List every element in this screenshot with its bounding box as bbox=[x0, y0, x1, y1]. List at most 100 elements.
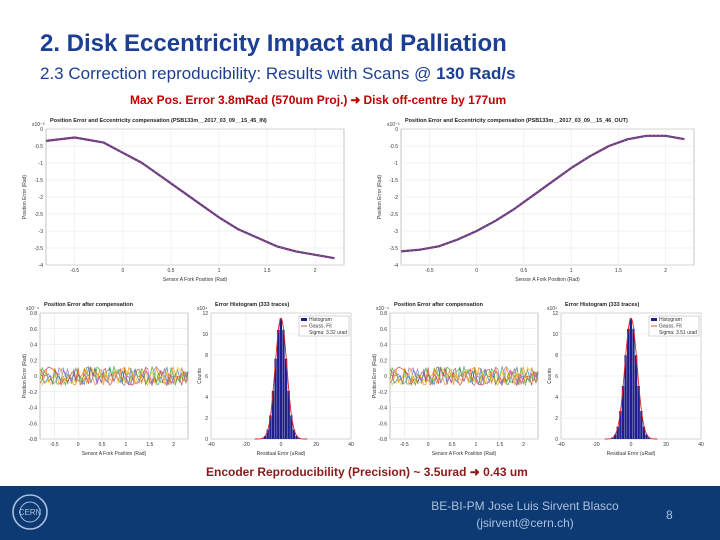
y-tick-label: 10 bbox=[552, 332, 558, 338]
y-tick-label: -2.5 bbox=[34, 212, 43, 218]
max-error-text: Max Pos. Error 3.8mRad (570um Proj.) bbox=[130, 93, 348, 107]
y-tick-label: -2.5 bbox=[389, 212, 398, 218]
x-tick-label: 1.5 bbox=[615, 268, 622, 274]
arrow-right-icon: ➜ bbox=[350, 93, 361, 107]
legend-swatch-histogram bbox=[301, 318, 307, 321]
y-tick-label: -2 bbox=[39, 195, 44, 201]
y-axis-label: Counts bbox=[547, 368, 553, 384]
histogram-bar bbox=[292, 429, 296, 439]
histogram-bar bbox=[284, 358, 288, 439]
histogram-bar bbox=[632, 328, 635, 439]
histogram-bar bbox=[279, 318, 283, 439]
y-tick-label: 12 bbox=[202, 311, 208, 317]
y-axis-label: Position Error (Rad) bbox=[22, 354, 28, 399]
chart-title: Error Histogram (333 traces) bbox=[565, 302, 639, 308]
x-tick-label: 1 bbox=[475, 442, 478, 448]
x-tick-label: -40 bbox=[557, 442, 564, 448]
chart-eccentricity-out: Position Error and Eccentricity compensa… bbox=[375, 113, 700, 283]
legend-histogram: Histogram bbox=[659, 317, 682, 323]
scale-label: x10⁻⁴ bbox=[26, 306, 39, 312]
y-tick-label: -0.5 bbox=[389, 144, 398, 150]
histogram-bar bbox=[613, 434, 617, 439]
slide-title: 2. Disk Eccentricity Impact and Palliati… bbox=[40, 30, 507, 57]
chart-residual-in-svg: Position Error after compensationx10⁻⁴0.… bbox=[22, 302, 189, 457]
y-axis-label: Position Error (Rad) bbox=[372, 354, 378, 399]
legend-fit: Gauss. Fit bbox=[309, 324, 332, 330]
legend-sigma: Sigma: 3.51 urad bbox=[659, 330, 697, 336]
gauss-fit-line bbox=[604, 317, 658, 440]
svg-text:CERN: CERN bbox=[19, 508, 42, 517]
histogram-bar bbox=[637, 385, 640, 439]
y-tick-label: 2 bbox=[205, 416, 208, 422]
x-axis-label: Residual Error (uRad) bbox=[607, 451, 656, 457]
x-axis-label: Sensor A Fork Position (Rad) bbox=[82, 451, 147, 457]
x-tick-label: 2 bbox=[314, 268, 317, 274]
scale-label: x10⁴ bbox=[547, 306, 557, 312]
chart-histogram-in: Error Histogram (333 traces) x10⁴ 12 10 8 6 4 2… bbox=[195, 297, 355, 457]
y-tick-label: 0.4 bbox=[380, 343, 387, 349]
x-tick-label: -0.5 bbox=[50, 442, 59, 448]
x-tick-label: 0 bbox=[280, 442, 283, 448]
y-axis-label: Position Error (Rad) bbox=[377, 175, 383, 220]
chart-title: Position Error and Eccentricity compensa… bbox=[405, 118, 628, 124]
y-tick-label: -3 bbox=[394, 229, 399, 235]
y-tick-label: 0.8 bbox=[30, 311, 37, 317]
x-tick-label: 2 bbox=[172, 442, 175, 448]
y-tick-label: -0.5 bbox=[34, 144, 43, 150]
chart-residual-out: Position Error after compensation x10⁻⁴ 0.… bbox=[370, 297, 542, 457]
y-tick-label: 0 bbox=[40, 127, 43, 133]
histogram-bar bbox=[619, 410, 622, 439]
chart-eccentricity-out-svg: Position Error and Eccentricity compensa… bbox=[377, 118, 695, 283]
y-tick-label: 0 bbox=[384, 374, 387, 380]
histogram-bar bbox=[621, 385, 625, 439]
histogram-bar bbox=[624, 355, 627, 439]
x-tick-label: 0 bbox=[475, 268, 478, 274]
x-tick-label: 1 bbox=[125, 442, 128, 448]
histogram-bar bbox=[290, 415, 293, 439]
x-tick-label: -0.5 bbox=[71, 268, 80, 274]
x-tick-label: 0.5 bbox=[167, 268, 174, 274]
footer-bar bbox=[0, 486, 720, 540]
y-tick-label: 0.2 bbox=[380, 358, 387, 364]
y-tick-label: 4 bbox=[205, 395, 208, 401]
y-tick-label: 8 bbox=[555, 353, 558, 359]
y-tick-label: -1.5 bbox=[34, 178, 43, 184]
y-tick-label: -0.8 bbox=[378, 437, 387, 443]
series-line-overlay bbox=[45, 137, 335, 259]
chart-residual-out-svg: Position Error after compensationx10⁻⁴0.… bbox=[372, 302, 539, 457]
y-tick-label: 0.2 bbox=[30, 358, 37, 364]
histogram-bar bbox=[616, 426, 619, 439]
histogram-bar bbox=[269, 415, 272, 439]
y-tick-label: 0.4 bbox=[30, 343, 37, 349]
y-tick-label: 0.6 bbox=[380, 327, 387, 333]
y-tick-label: -1 bbox=[394, 161, 399, 167]
max-error-note: Max Pos. Error 3.8mRad (570um Proj.) ➜ Dis… bbox=[130, 93, 506, 107]
histogram-bar bbox=[266, 429, 269, 439]
subtitle-text: 2.3 Correction reproducibility: Results … bbox=[40, 64, 437, 83]
series-line-overlay bbox=[400, 135, 685, 252]
y-tick-label: 0 bbox=[34, 374, 37, 380]
y-tick-label: 0.6 bbox=[30, 327, 37, 333]
residual-trace bbox=[39, 366, 189, 386]
x-axis-label: Sensor A Fork Position (Rad) bbox=[432, 451, 497, 457]
y-tick-label: 10 bbox=[202, 332, 208, 338]
slide-subtitle: 2.3 Correction reproducibility: Results … bbox=[40, 64, 516, 84]
arrow-right-icon: ➜ bbox=[469, 465, 480, 479]
y-tick-label: -3 bbox=[39, 229, 44, 235]
legend-sigma: Sigma: 3.32 urad bbox=[309, 330, 347, 336]
footer-author-email: (jsirvent@cern.ch) bbox=[476, 516, 574, 530]
reproducibility-note: Encoder Reproducibility (Precision) ~ 3.… bbox=[206, 465, 528, 479]
residual-trace bbox=[39, 366, 189, 387]
reproducibility-um: 0.43 um bbox=[483, 465, 528, 479]
y-tick-label: -0.2 bbox=[28, 390, 37, 396]
x-tick-label: 2 bbox=[664, 268, 667, 274]
footer-author: BE-BI-PM Jose Luis Sirvent Blasco (jsirv… bbox=[425, 498, 625, 532]
histogram-bar bbox=[282, 329, 285, 439]
scale-label: x10⁻³ bbox=[32, 122, 45, 128]
histogram-bar bbox=[642, 426, 646, 439]
chart-title: Error Histogram (333 traces) bbox=[215, 302, 289, 308]
x-tick-label: -20 bbox=[242, 442, 249, 448]
chart-eccentricity-in: Position Error and Eccentricity compensa… bbox=[20, 113, 350, 283]
x-tick-label: 1 bbox=[570, 268, 573, 274]
